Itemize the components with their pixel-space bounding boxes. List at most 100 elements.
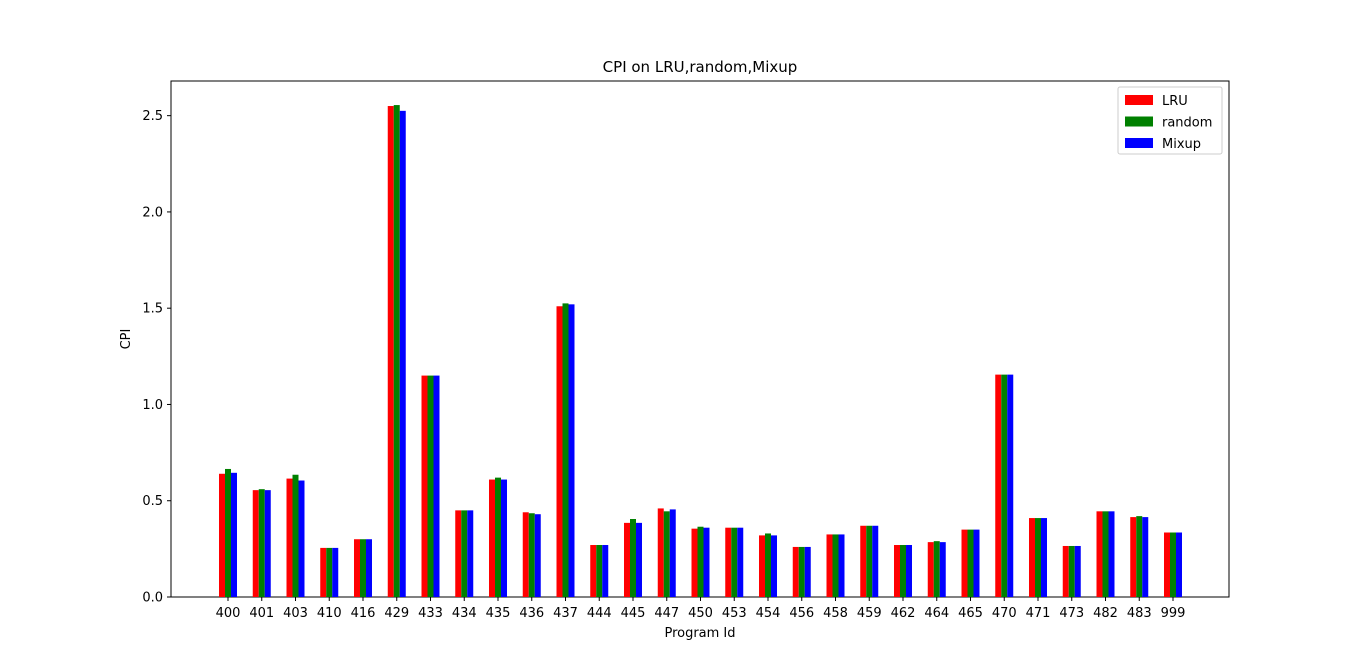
bar-mixup-445 (636, 522, 642, 597)
x-tick-label: 456 (789, 606, 814, 621)
bar-lru-447 (657, 508, 664, 597)
legend: LRU random Mixup (1117, 86, 1223, 155)
bar-random-454 (765, 533, 771, 597)
bar-random-453 (731, 527, 738, 597)
bar-mixup-400 (231, 472, 237, 597)
bar-random-456 (798, 546, 805, 597)
x-tick-label: 458 (823, 606, 848, 621)
x-tick-label: 483 (1127, 606, 1152, 621)
bar-random-403 (292, 474, 299, 597)
bar-lru-473 (1062, 545, 1069, 597)
x-tick-label: 471 (1026, 606, 1051, 621)
bar-random-444 (596, 545, 603, 597)
bar-mixup-465 (973, 529, 980, 597)
x-tick-label: 437 (553, 606, 578, 621)
legend-label-random: random (1162, 116, 1212, 131)
y-tick-label: 1.5 (142, 302, 163, 317)
bar-random-999 (1170, 532, 1176, 597)
bar-mixup-471 (1041, 518, 1047, 597)
bar-lru-436 (522, 512, 529, 597)
x-tick-label: 403 (283, 606, 308, 621)
x-tick-label: 464 (924, 606, 949, 621)
bar-random-459 (866, 525, 873, 597)
bar-lru-437 (556, 306, 563, 597)
bar-mixup-436 (534, 514, 541, 597)
x-tick-label: 473 (1059, 606, 1084, 621)
bar-mixup-450 (703, 527, 710, 597)
y-axis-title: CPI (119, 329, 134, 350)
plot-area (170, 80, 1230, 598)
bar-random-473 (1068, 545, 1075, 597)
bar-random-434 (461, 510, 468, 597)
bar-lru-403 (286, 478, 293, 597)
legend-label-lru: LRU (1162, 94, 1188, 109)
bar-lru-433 (421, 375, 428, 597)
bar-mixup-453 (737, 527, 744, 597)
bar-mixup-459 (872, 525, 879, 597)
y-tick-label: 2.5 (142, 109, 163, 124)
bar-random-462 (900, 545, 906, 597)
bar-random-400 (225, 468, 231, 597)
bar-random-429 (393, 105, 400, 597)
x-tick-label: 400 (216, 606, 241, 621)
x-axis-title: Program Id (664, 626, 735, 641)
bar-random-433 (427, 375, 434, 597)
x-tick-label: 470 (992, 606, 1017, 621)
x-tick-label: 416 (351, 606, 376, 621)
x-tick-label: 462 (891, 606, 916, 621)
x-tick-label: 410 (317, 606, 342, 621)
bar-random-483 (1136, 516, 1143, 597)
bar-random-401 (258, 489, 265, 597)
bar-lru-471 (1029, 518, 1035, 597)
x-tick-label: 453 (722, 606, 747, 621)
bar-random-458 (832, 534, 839, 597)
bar-random-435 (495, 477, 501, 597)
bar-random-482 (1102, 511, 1109, 597)
legend-swatch-mixup (1125, 138, 1153, 148)
bar-mixup-433 (433, 375, 440, 597)
bar-lru-450 (691, 528, 698, 597)
bar-lru-410 (320, 547, 327, 597)
bar-mixup-464 (939, 542, 946, 597)
x-tick-label: 444 (587, 606, 612, 621)
x-tick-label: 459 (857, 606, 882, 621)
bar-mixup-473 (1074, 545, 1081, 597)
x-tick-label: 447 (654, 606, 679, 621)
y-tick-label: 0.0 (142, 591, 163, 606)
bar-mixup-429 (399, 110, 406, 597)
x-tick-label: 401 (249, 606, 274, 621)
bar-lru-401 (252, 490, 259, 597)
bar-mixup-482 (1108, 511, 1115, 597)
bar-lru-999 (1164, 532, 1170, 597)
x-tick-label: 445 (621, 606, 646, 621)
x-tick-label: 482 (1093, 606, 1118, 621)
plot-frame (170, 80, 1230, 598)
bar-lru-435 (489, 479, 495, 597)
bar-lru-470 (995, 374, 1002, 597)
bar-random-445 (630, 519, 636, 597)
bar-random-465 (967, 529, 974, 597)
y-tick-label: 0.5 (142, 494, 163, 509)
bar-lru-453 (725, 527, 732, 597)
x-tick-label: 454 (756, 606, 781, 621)
bar-lru-445 (624, 522, 630, 597)
bar-lru-458 (826, 534, 833, 597)
bar-mixup-437 (568, 304, 575, 597)
x-tick-label: 436 (519, 606, 544, 621)
legend-swatch-random (1125, 116, 1153, 127)
bar-mixup-401 (264, 490, 271, 597)
x-tick-label: 429 (384, 606, 409, 621)
bar-random-447 (663, 511, 670, 597)
bar-lru-482 (1096, 511, 1103, 597)
bar-lru-429 (387, 106, 394, 597)
bar-random-450 (697, 526, 704, 597)
bar-lru-465 (961, 529, 968, 597)
bar-mixup-458 (838, 534, 845, 597)
bar-random-437 (562, 303, 569, 597)
bars (219, 105, 1182, 597)
bar-lru-454 (759, 535, 765, 597)
bar-mixup-483 (1142, 517, 1149, 597)
bar-mixup-462 (906, 545, 912, 597)
bar-mixup-416 (366, 539, 372, 597)
